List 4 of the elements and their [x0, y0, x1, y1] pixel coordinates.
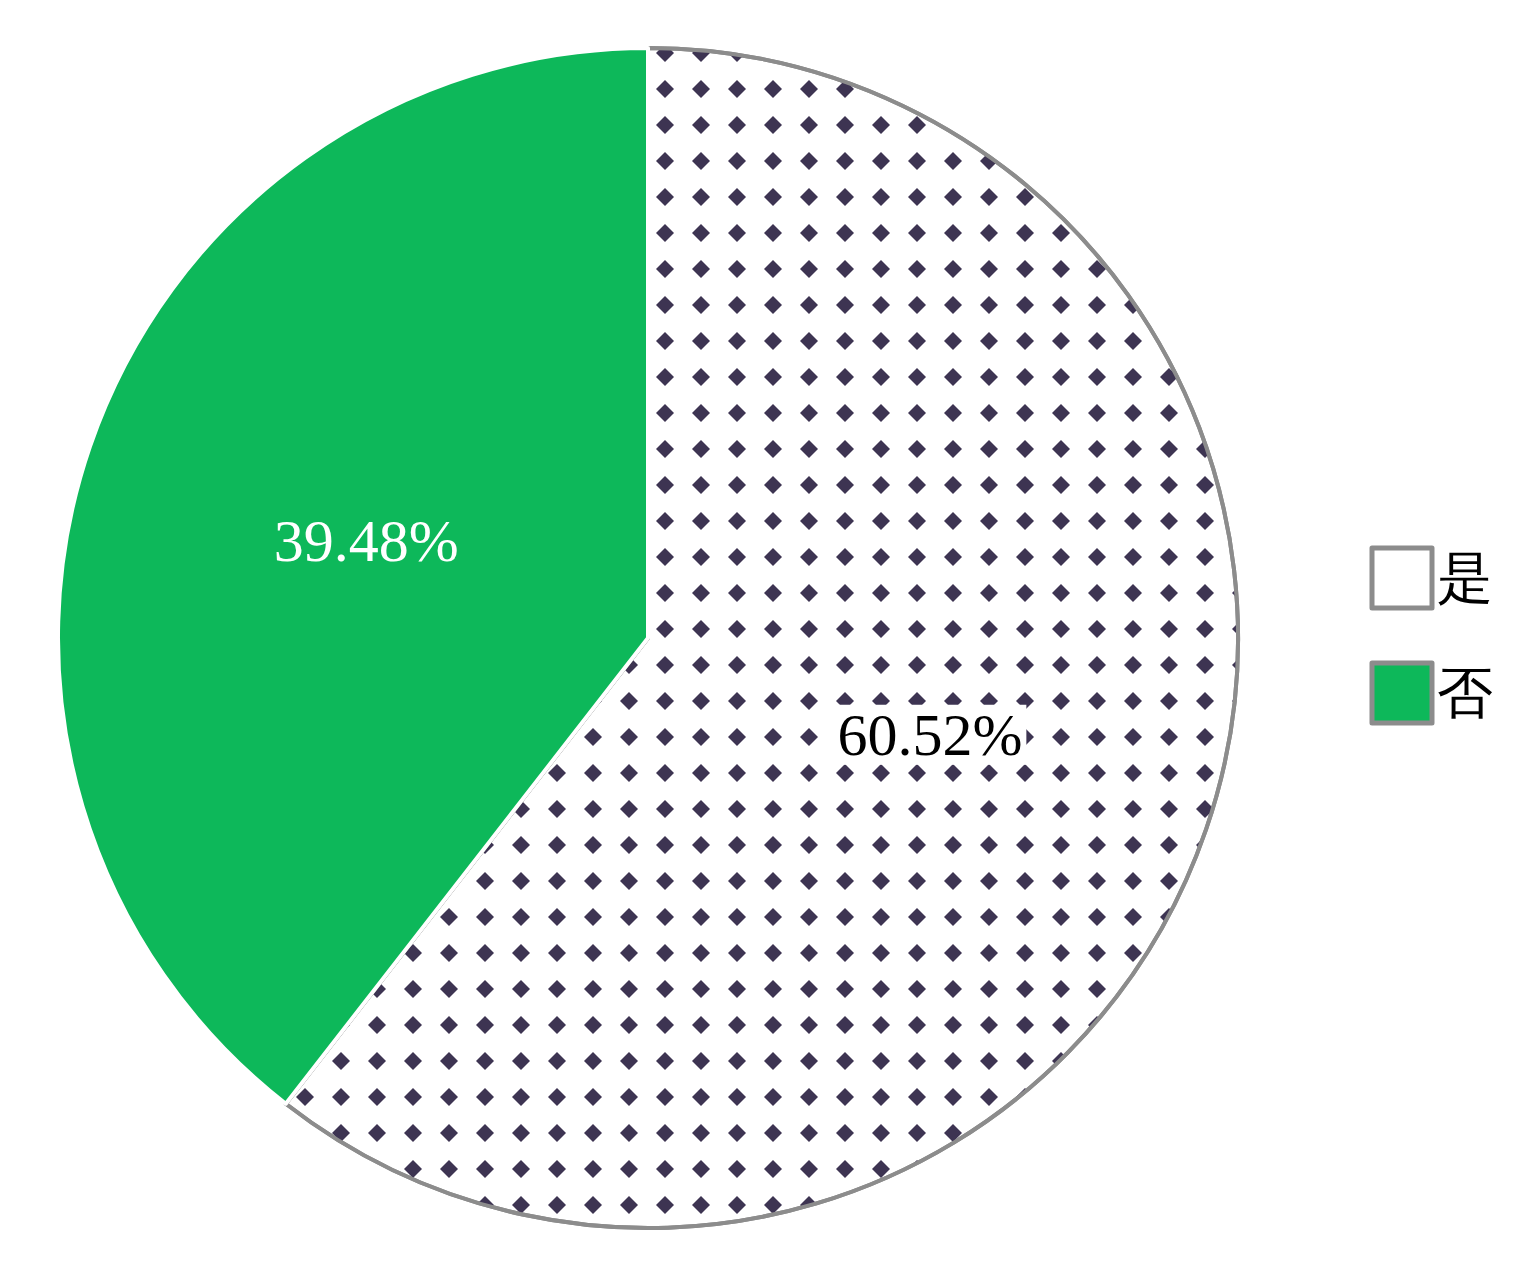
legend-label: 否 — [1437, 662, 1493, 724]
legend-label: 是 — [1437, 547, 1493, 609]
data-label: 60.52% — [837, 701, 1023, 768]
data-label: 39.48% — [273, 508, 459, 575]
